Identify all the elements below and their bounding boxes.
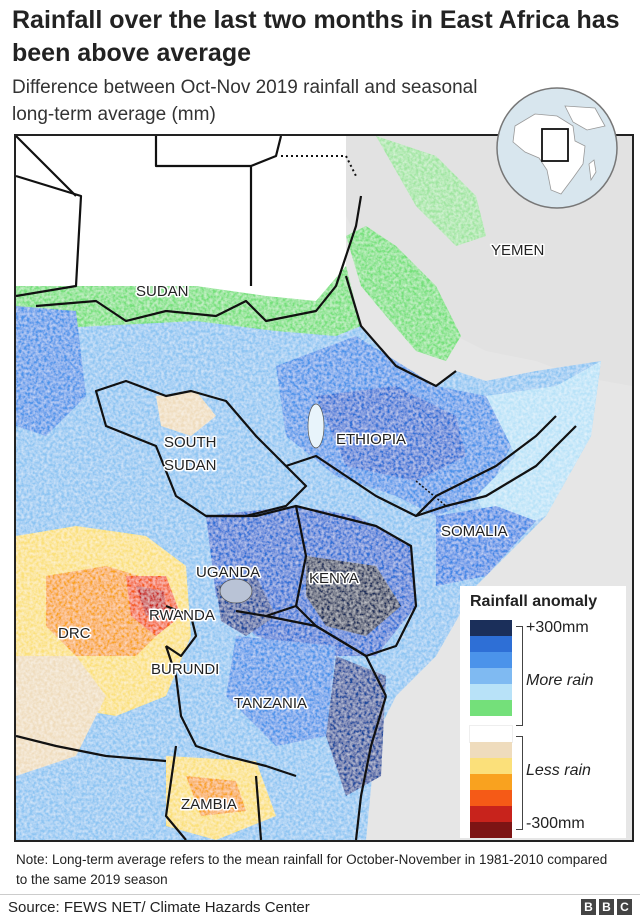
legend-title: Rainfall anomaly	[470, 593, 598, 610]
legend-swatch	[470, 774, 512, 790]
bbc-logo: B B C	[581, 899, 632, 915]
label-sudan: SUDAN	[136, 283, 189, 300]
label-south-sudan-line1: SOUTH	[164, 434, 217, 451]
label-tanzania: TANZANIA	[234, 695, 307, 712]
rainfall-map: SUDAN SOUTH SUDAN ETHIOPIA YEMEN SOMALIA…	[14, 134, 634, 842]
label-drc: DRC	[58, 625, 91, 642]
map-title: Rainfall over the last two months in Eas…	[12, 6, 620, 67]
lake-turkana	[307, 403, 325, 449]
legend-bracket-more	[516, 626, 523, 726]
bbc-logo-letter: B	[581, 899, 596, 915]
legend-swatch	[470, 652, 512, 668]
legend-swatch	[470, 742, 512, 758]
legend-more-label: More rain	[526, 672, 594, 689]
legend-swatch	[470, 620, 512, 636]
footer-divider	[0, 894, 640, 895]
map-canvas: SUDAN SOUTH SUDAN ETHIOPIA YEMEN SOMALIA…	[16, 136, 632, 840]
label-somalia: SOMALIA	[441, 523, 508, 540]
label-uganda: UGANDA	[196, 564, 260, 581]
label-rwanda: RWANDA	[149, 607, 215, 624]
legend-max-label: +300mm	[526, 619, 589, 636]
legend-swatch	[470, 758, 512, 774]
bbc-logo-letter: B	[599, 899, 614, 915]
label-south-sudan-line2: SUDAN	[164, 457, 217, 474]
legend-bracket-less	[516, 736, 523, 830]
legend-swatch	[470, 700, 512, 716]
legend-swatch	[470, 822, 512, 838]
north-africa-land	[16, 136, 346, 316]
legend-swatch	[470, 684, 512, 700]
country-borders	[16, 136, 577, 840]
label-zambia: ZAMBIA	[181, 796, 237, 813]
map-legend: Rainfall anomaly +300mm More rain Less r…	[460, 586, 626, 838]
locator-globe	[496, 87, 618, 209]
legend-swatch	[470, 790, 512, 806]
label-kenya: KENYA	[309, 570, 359, 587]
bbc-logo-letter: C	[617, 899, 632, 915]
label-yemen: YEMEN	[491, 242, 544, 259]
legend-less-label: Less rain	[526, 762, 591, 779]
legend-swatch	[470, 806, 512, 822]
legend-swatch	[469, 725, 513, 743]
disputed-border	[281, 155, 357, 177]
map-subtitle: Difference between Oct-Nov 2019 rainfall…	[12, 77, 478, 125]
legend-swatch	[470, 636, 512, 652]
locator-box	[541, 128, 569, 162]
footnote: Note: Long-term average refers to the me…	[16, 852, 608, 887]
disputed-border-2	[415, 480, 487, 507]
source-credit: Source: FEWS NET/ Climate Hazards Center	[8, 899, 310, 916]
legend-min-label: -300mm	[526, 815, 585, 832]
lake-victoria	[219, 578, 253, 604]
legend-swatch	[470, 668, 512, 684]
label-burundi: BURUNDI	[151, 661, 219, 678]
label-ethiopia: ETHIOPIA	[336, 431, 406, 448]
